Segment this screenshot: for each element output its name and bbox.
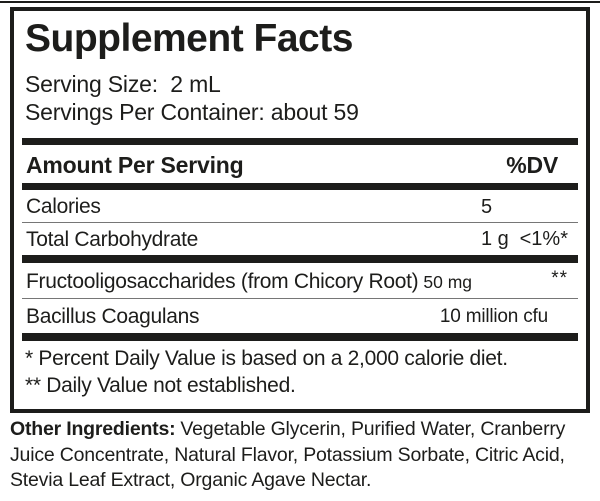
top-border-line [0, 1, 600, 3]
amount-per-serving-header: Amount Per Serving [26, 152, 244, 178]
row-name: Bacillus Coagulans [26, 305, 200, 328]
row-name: Fructooligosaccharides (from Chicory Roo… [26, 270, 419, 293]
other-ingredients-label: Other Ingredients: [10, 418, 176, 440]
footnote-not-established: ** Daily Value not established. [25, 374, 296, 397]
row-amount: 50 mg [423, 272, 473, 292]
thin-divider [22, 298, 578, 299]
other-ingredients: Other Ingredients: Vegetable Glycerin, Pu… [10, 417, 600, 494]
serving-size: Serving Size: 2 mL [25, 71, 221, 97]
table-row-fructooligosaccharides: Fructooligosaccharides (from Chicory Roo… [22, 265, 578, 298]
row-amount: 10 million cfu [439, 306, 548, 327]
row-name: Calories [26, 195, 101, 218]
table-row-bacillus-coagulans: Bacillus Coagulans 10 million cfu [22, 300, 578, 333]
thin-divider [22, 222, 578, 223]
column-header-row: Amount Per Serving %DV [22, 148, 578, 183]
row-dv: ** [551, 268, 568, 289]
other-ingredients-text: Vegetable Glycerin, Purified Water, Cran… [10, 418, 566, 491]
table-row-calories: Calories 5 [22, 192, 578, 222]
divider-bar-header [22, 183, 578, 190]
supplement-facts-box: Supplement Facts Serving Size: 2 mL Serv… [10, 7, 590, 413]
divider-bar-mid [22, 255, 578, 263]
servings-per-container: Servings Per Container: about 59 [25, 99, 359, 125]
divider-bar-top [22, 138, 578, 145]
dv-header: %DV [506, 152, 558, 178]
footnote-percent-dv: * Percent Daily Value is based on a 2,00… [25, 347, 508, 370]
footnotes: * Percent Daily Value is based on a 2,00… [25, 345, 576, 399]
row-dv: <1%* [519, 228, 568, 250]
row-name: Total Carbohydrate [26, 228, 199, 251]
panel-title: Supplement Facts [25, 17, 353, 60]
row-amount: 5 [481, 196, 493, 218]
table-row-total-carbohydrate: Total Carbohydrate 1 g <1%* [22, 224, 578, 255]
row-amount: 1 g [481, 228, 509, 250]
divider-bar-bottom [22, 333, 578, 341]
